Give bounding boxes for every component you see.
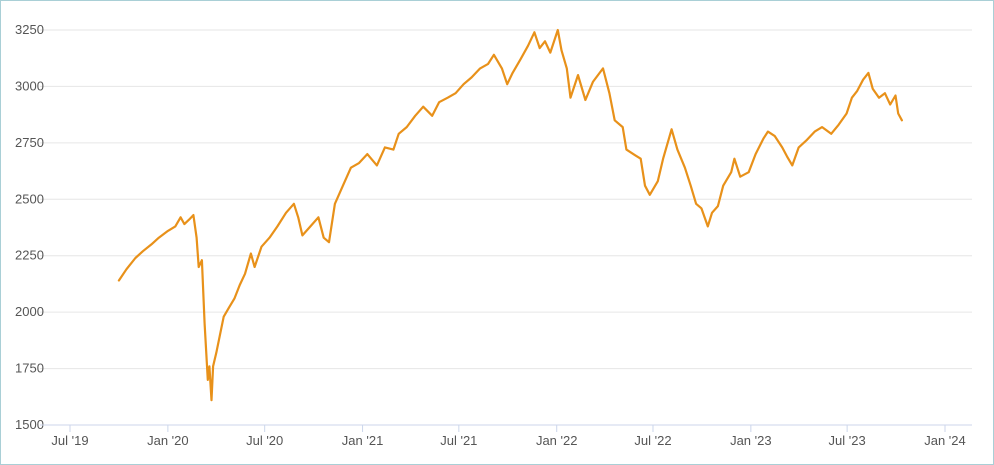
x-tick-label: Jan '20 <box>147 433 189 448</box>
y-tick-label: 2750 <box>15 135 44 150</box>
y-tick-label: 3250 <box>15 22 44 37</box>
y-tick-label: 3000 <box>15 78 44 93</box>
x-tick-label: Jul '20 <box>246 433 283 448</box>
x-tick-label: Jan '24 <box>924 433 966 448</box>
x-tick-label: Jan '22 <box>536 433 578 448</box>
y-axis-ticks: 3250 3000 2750 2500 2250 2000 1750 1500 <box>15 22 44 432</box>
series-line <box>117 28 903 402</box>
grid-lines <box>40 29 972 370</box>
x-tick-label: Jul '23 <box>829 433 866 448</box>
y-tick-label: 2000 <box>15 304 44 319</box>
x-axis: Jul '19 Jan '20 Jul '20 Jan '21 Jul '21 Jan '… <box>40 424 972 448</box>
y-tick-label: 1500 <box>15 417 44 432</box>
y-tick-label: 2500 <box>15 191 44 206</box>
x-tick-label: Jul '21 <box>440 433 477 448</box>
y-tick-label: 1750 <box>15 361 44 376</box>
x-tick-label: Jul '22 <box>634 433 671 448</box>
y-tick-label: 2250 <box>15 248 44 263</box>
x-tick-label: Jul '19 <box>51 433 88 448</box>
x-tick-label: Jan '21 <box>342 433 384 448</box>
series-layer <box>117 28 903 402</box>
x-tick-label: Jan '23 <box>730 433 772 448</box>
